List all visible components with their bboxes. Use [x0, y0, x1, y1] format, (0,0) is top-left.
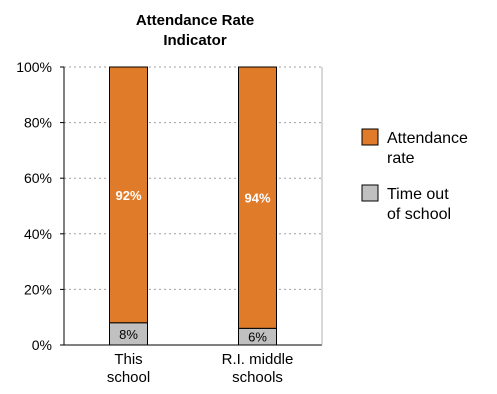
- x-category-label: This: [114, 351, 142, 368]
- gridlines: [64, 66, 322, 290]
- y-tick-label: 20%: [24, 281, 52, 297]
- legend: Attendance rate Time out of school: [361, 128, 468, 223]
- y-tick-label: 100%: [16, 59, 52, 75]
- legend-label: rate: [387, 150, 415, 167]
- y-axis-ticks: 0% 20% 40% 60% 80% 100%: [16, 59, 64, 353]
- data-label: 8%: [119, 327, 138, 342]
- data-label: 6%: [248, 330, 267, 345]
- x-category-label: R.I. middle: [222, 351, 294, 368]
- data-label: 92%: [115, 188, 141, 203]
- data-label: 94%: [244, 191, 270, 206]
- legend-swatch: [361, 184, 379, 202]
- chart-title-line-1: Attendance Rate: [136, 12, 254, 29]
- y-tick-label: 80%: [24, 115, 52, 131]
- y-tick-label: 40%: [24, 226, 52, 242]
- legend-label: Time out: [387, 186, 449, 203]
- legend-label: of school: [387, 206, 451, 223]
- bar-segment: [109, 66, 148, 324]
- x-category-label: schools: [232, 369, 283, 386]
- chart-title-line-2: Indicator: [163, 32, 227, 49]
- x-category-label: school: [107, 369, 150, 386]
- bar-segment: [238, 66, 277, 329]
- legend-swatch: [361, 128, 379, 146]
- y-tick-label: 0%: [32, 337, 52, 353]
- y-tick-label: 60%: [24, 170, 52, 186]
- legend-label: Attendance: [387, 130, 468, 147]
- bars: 8% 92% 6% 94%: [109, 66, 277, 346]
